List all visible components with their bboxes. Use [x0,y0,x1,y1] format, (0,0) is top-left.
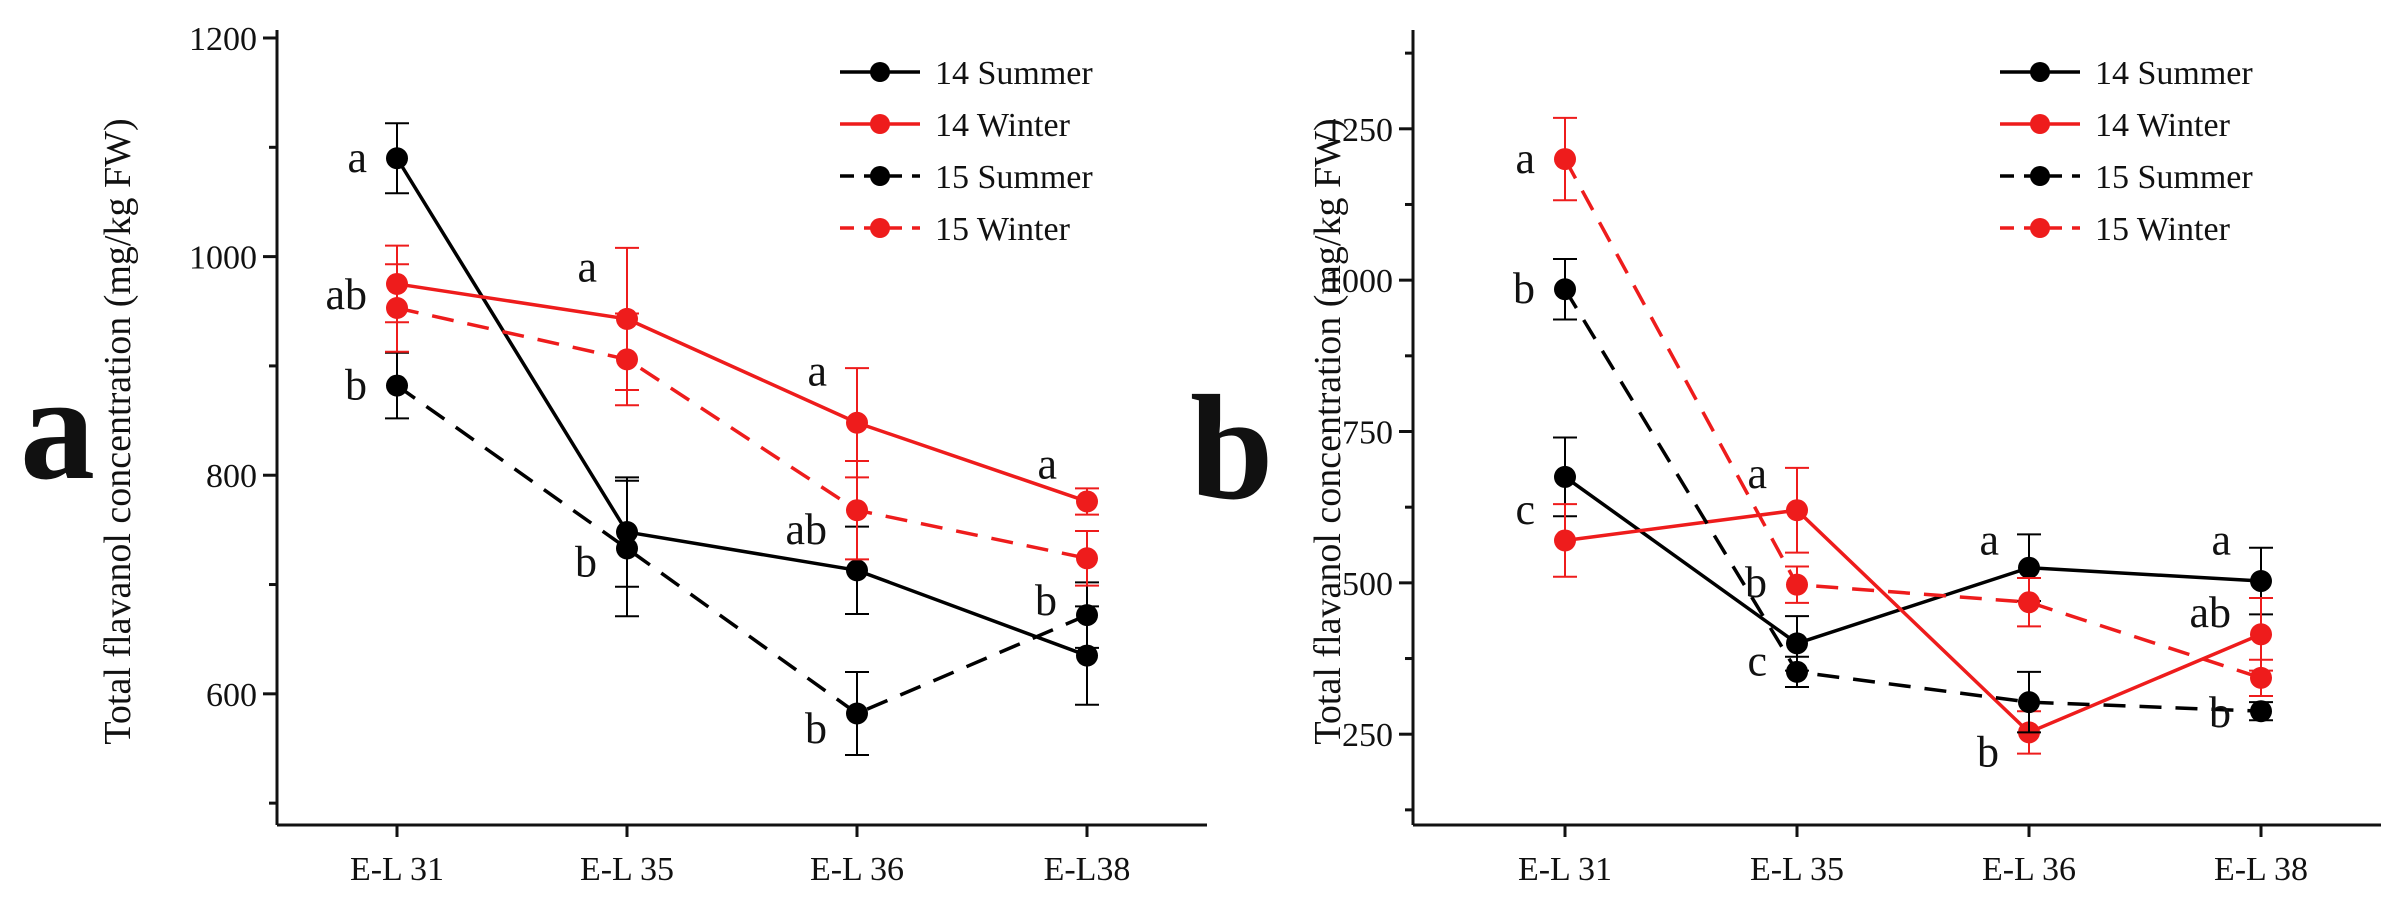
significance-label: a [2211,515,2231,564]
data-point [1076,490,1098,513]
data-point [1076,644,1098,667]
legend-marker [870,166,890,186]
legend-label: 15 Summer [2095,159,2253,196]
significance-label: c [1515,485,1535,534]
series-line [395,384,1088,716]
series-line [1563,288,2262,713]
significance-label: b [575,538,597,587]
data-point [616,348,638,371]
series-line [1564,508,2262,735]
x-tick-label: E-L 36 [1982,851,2076,888]
y-tick-label: 750 [1342,415,1393,452]
y-tick-label: 800 [206,458,257,495]
legend-label: 14 Summer [935,55,1093,92]
significance-label: a [1515,134,1535,183]
series-line [1563,158,2262,680]
significance-label: a [577,243,597,292]
significance-label: b [345,361,367,410]
data-point [1554,529,1576,552]
significance-label: b [2209,688,2231,737]
data-point [1076,547,1098,570]
y-tick-label: 1000 [189,240,257,277]
data-point [2018,556,2040,579]
x-tick-label: E-L 36 [810,851,904,888]
y-axis-label: Total flavanol concentration (mg/kg FW) [1307,118,1349,744]
significance-label: c [1747,637,1767,686]
significance-label: a [1979,515,1999,564]
legend-marker [2030,62,2050,82]
legend-label: 15 Winter [935,211,1071,248]
data-point [2250,570,2272,593]
significance-label: ab [325,270,367,319]
y-tick-label: 250 [1342,717,1393,754]
legend-marker [2030,166,2050,186]
data-point [1554,148,1576,171]
significance-label: b [1513,264,1535,313]
series-line [396,306,1088,561]
legend-marker [870,114,890,134]
x-tick-label: E-L38 [1044,851,1131,888]
data-point [2018,691,2040,714]
data-point [846,411,868,434]
data-point [2250,700,2272,723]
legend-label: 14 Summer [2095,55,2253,92]
data-point [846,702,868,725]
significance-label: b [1035,576,1057,625]
data-point [1786,499,1808,522]
series-line [396,282,1088,504]
series-line [395,157,1088,658]
legend-label: 15 Summer [935,159,1093,196]
x-tick-label: E-L 38 [2214,851,2308,888]
significance-label: b [1745,558,1767,607]
y-tick-label: 1000 [1325,263,1393,300]
series-line [1563,475,2262,646]
significance-label: a [1747,449,1767,498]
y-axis-label: Total flavanol concentration (mg/kg FW) [97,118,139,744]
significance-label: b [805,704,827,753]
data-point [1786,573,1808,596]
legend-marker [870,218,890,238]
data-point [1786,632,1808,655]
data-point [1554,465,1576,488]
legend-label: 14 Winter [2095,107,2231,144]
panel-label: a [20,345,95,511]
x-tick-label: E-L 35 [580,851,674,888]
panel-label: b [1190,365,1273,531]
y-tick-label: 600 [206,677,257,714]
y-tick-label: 1200 [189,21,257,58]
significance-label: ab [785,505,827,554]
legend-marker [870,62,890,82]
x-tick-label: E-L 31 [350,851,444,888]
data-point [2250,666,2272,689]
legend-label: 15 Winter [2095,211,2231,248]
data-point [1554,278,1576,301]
data-point [386,147,408,170]
legend-label: 14 Winter [935,107,1071,144]
data-point [846,499,868,522]
y-tick-label: 500 [1342,566,1393,603]
y-tick-label: 1250 [1325,112,1393,149]
x-tick-label: E-L 31 [1518,851,1612,888]
significance-label: a [1037,439,1057,488]
significance-label: a [807,346,827,395]
data-point [2250,623,2272,646]
significance-label: a [347,133,367,182]
significance-label: ab [2189,588,2231,637]
chart-panel-a: a 600 800 1000 1200 Total flavanol concentrat… [20,21,1207,888]
data-point [2018,591,2040,614]
legend-marker [2030,218,2050,238]
significance-label: b [1977,727,1999,776]
data-point [616,537,638,560]
data-point [846,559,868,582]
data-point [1076,604,1098,627]
data-point [386,296,408,319]
x-tick-label: E-L 35 [1750,851,1844,888]
data-point [1786,660,1808,683]
legend-marker [2030,114,2050,134]
data-point [386,374,408,397]
